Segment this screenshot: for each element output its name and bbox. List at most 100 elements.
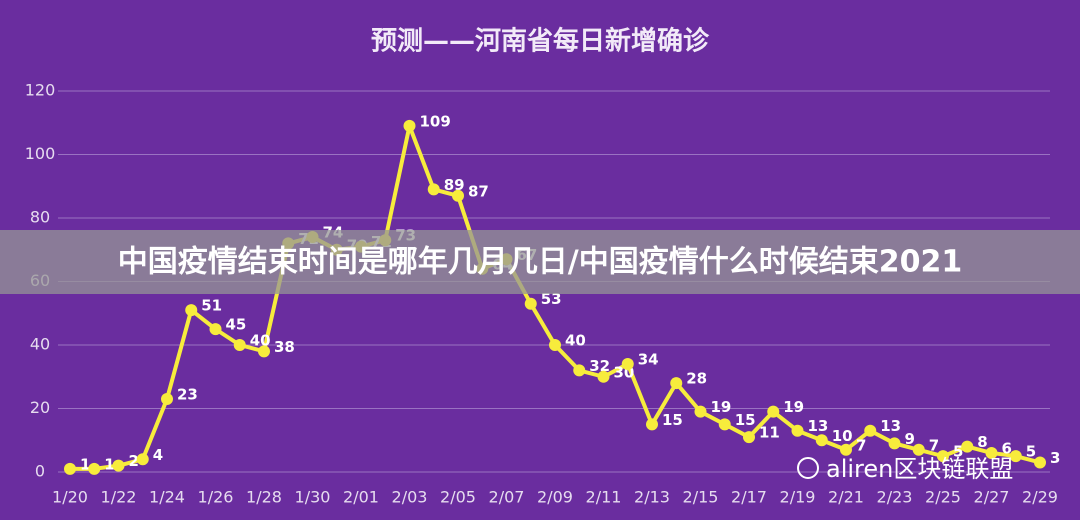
data-point — [1009, 450, 1022, 463]
y-tick-label: 40 — [30, 335, 50, 354]
x-tick-label: 2/15 — [683, 488, 719, 507]
data-label: 109 — [420, 112, 451, 130]
data-label: 28 — [686, 370, 707, 388]
data-point — [937, 450, 949, 463]
data-label: 40 — [565, 332, 586, 350]
data-label: 34 — [638, 351, 659, 369]
data-point — [743, 431, 755, 444]
data-label: 89 — [444, 176, 465, 194]
data-point — [209, 323, 222, 336]
data-point — [621, 358, 634, 371]
data-label: 4 — [153, 446, 163, 464]
y-tick-label: 0 — [35, 462, 45, 481]
data-label: 51 — [201, 297, 222, 315]
x-tick-label: 2/11 — [586, 488, 622, 507]
x-tick-label: 2/17 — [731, 488, 767, 507]
y-tick-label: 80 — [30, 208, 50, 227]
data-label: 23 — [177, 385, 198, 403]
data-point — [646, 418, 658, 431]
y-tick-label: 120 — [25, 81, 56, 100]
x-tick-label: 2/03 — [392, 488, 428, 507]
data-point — [233, 339, 246, 351]
data-label: 2 — [129, 452, 139, 470]
data-label: 1 — [80, 455, 90, 473]
watermark-icon — [797, 457, 819, 479]
banner-bg — [0, 230, 1080, 294]
x-tick-label: 2/27 — [974, 488, 1010, 507]
data-point — [524, 297, 537, 310]
data-point — [864, 424, 877, 437]
data-point — [452, 189, 464, 202]
data-label: 7 — [929, 436, 939, 454]
data-label: 1 — [104, 455, 114, 473]
data-label: 10 — [832, 427, 853, 445]
data-label: 5 — [1026, 443, 1036, 461]
x-tick-label: 1/28 — [246, 488, 282, 507]
data-label: 7 — [856, 436, 866, 454]
data-label: 13 — [808, 417, 829, 435]
x-tick-label: 1/22 — [101, 488, 137, 507]
data-point — [961, 440, 974, 453]
data-point — [840, 443, 852, 456]
data-label: 15 — [662, 411, 683, 429]
data-label: 8 — [977, 433, 987, 451]
data-label: 32 — [589, 357, 610, 375]
x-tick-label: 2/07 — [489, 488, 525, 507]
x-tick-label: 1/30 — [295, 488, 331, 507]
data-point — [112, 459, 125, 472]
data-point — [161, 392, 173, 405]
data-label: 45 — [226, 316, 247, 334]
data-point — [549, 339, 561, 351]
banner-text: 中国疫情结束时间是哪年几月几日/中国疫情什么时候结束2021 — [118, 245, 962, 280]
data-point — [815, 434, 828, 447]
x-tick-label: 2/05 — [440, 488, 476, 507]
chart-title: 预测——河南省每日新增确诊 — [371, 26, 710, 57]
x-tick-label: 2/25 — [925, 488, 961, 507]
data-point — [427, 183, 440, 196]
data-point — [888, 437, 901, 450]
x-tick-label: 2/19 — [780, 488, 816, 507]
data-point — [403, 119, 416, 132]
data-label: 5 — [953, 443, 963, 461]
data-label: 13 — [880, 417, 901, 435]
data-label: 3 — [1050, 449, 1060, 467]
x-tick-label: 2/09 — [537, 488, 573, 507]
x-tick-label: 2/23 — [877, 488, 913, 507]
data-label: 9 — [905, 430, 915, 448]
data-point — [258, 345, 270, 358]
data-point — [912, 443, 925, 456]
watermark: aliren区块链联盟 — [826, 455, 1013, 483]
data-point — [985, 446, 998, 459]
data-label: 15 — [735, 411, 756, 429]
data-point — [88, 462, 101, 475]
data-point — [670, 377, 683, 390]
data-label: 6 — [1002, 439, 1012, 457]
data-point — [767, 405, 780, 418]
x-tick-label: 1/26 — [198, 488, 234, 507]
data-point — [573, 364, 586, 377]
x-tick-label: 2/01 — [343, 488, 379, 507]
x-tick-label: 1/20 — [52, 488, 88, 507]
data-label: 19 — [711, 398, 732, 416]
data-point — [791, 424, 804, 437]
y-tick-label: 20 — [30, 398, 50, 417]
data-label: 53 — [541, 290, 562, 308]
data-point — [1034, 456, 1046, 469]
data-point — [185, 304, 198, 317]
x-tick-label: 2/13 — [634, 488, 670, 507]
x-tick-label: 2/21 — [828, 488, 864, 507]
data-label: 11 — [759, 424, 780, 442]
data-point — [694, 405, 707, 418]
data-label: 38 — [274, 338, 295, 356]
x-tick-label: 2/29 — [1022, 488, 1058, 507]
data-point — [136, 453, 149, 466]
data-label: 87 — [468, 182, 489, 200]
data-label: 19 — [783, 398, 804, 416]
data-label: 40 — [250, 332, 271, 350]
x-tick-label: 1/24 — [149, 488, 185, 507]
y-tick-label: 100 — [25, 144, 56, 163]
data-point — [718, 418, 731, 431]
data-point — [597, 370, 610, 383]
data-point — [64, 462, 76, 475]
